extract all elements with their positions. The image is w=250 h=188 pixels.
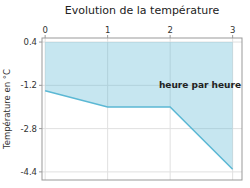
title: Evolution de la température: [65, 4, 220, 17]
chart-container: 0.4 -1.2 -2.8 -4.4 0 1 2 3 Evolution de la tempé…: [0, 0, 250, 188]
plot-frame: [42, 38, 242, 180]
tick-y: [39, 42, 42, 43]
tick-y: [39, 85, 42, 86]
tick-label-y: -2.8: [20, 124, 37, 134]
tick-x: [107, 35, 108, 38]
tick-label-y: -1.2: [20, 80, 37, 90]
area: [45, 42, 233, 169]
tick-label-y: -4.4: [20, 167, 37, 177]
tick-label-x: 0: [42, 25, 47, 35]
tick-y: [39, 171, 42, 172]
tick-y: [39, 128, 42, 129]
line: [45, 91, 233, 169]
annotation: heure par heure: [159, 80, 241, 90]
grid-line-y: [42, 171, 242, 172]
grid: [42, 38, 242, 180]
tick-label-y: 0.4: [23, 37, 37, 47]
chart-svg: 0.4 -1.2 -2.8 -4.4 0 1 2 3 Evolution de la tempé…: [0, 0, 250, 188]
tick-label-x: 2: [167, 25, 172, 35]
tick-x: [170, 35, 171, 38]
tick-label-x: 3: [230, 25, 235, 35]
y-axis-label: Température en °C: [2, 69, 12, 150]
plot-area: [45, 42, 233, 169]
tick-label-x: 1: [105, 25, 110, 35]
tick-x: [232, 35, 233, 38]
tick-x: [45, 35, 46, 38]
